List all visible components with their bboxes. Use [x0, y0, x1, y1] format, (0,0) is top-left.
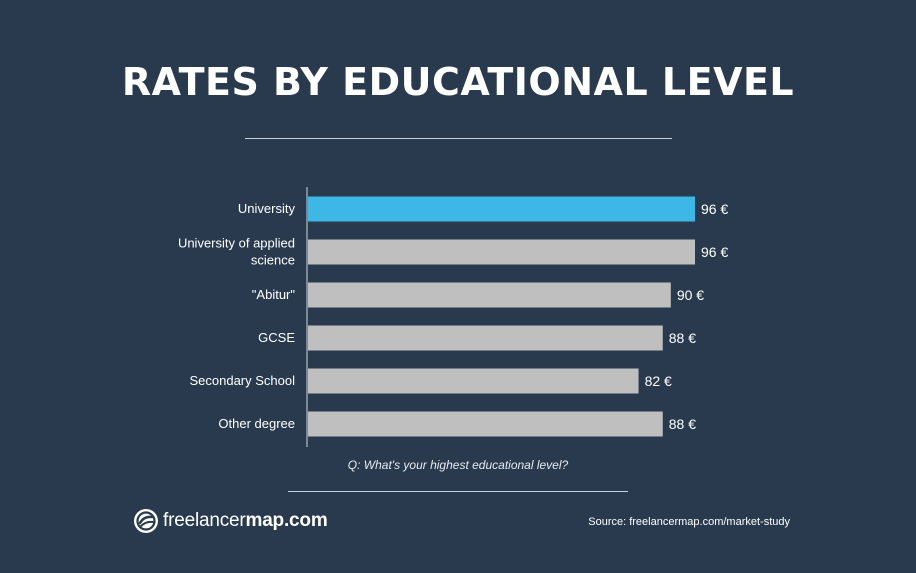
bar	[308, 196, 695, 222]
category-label: GCSE	[258, 330, 295, 345]
category-label: "Abitur"	[252, 287, 296, 302]
category-label: science	[251, 253, 295, 268]
bar-value-label: 96 €	[701, 244, 728, 260]
bar-value-label: 82 €	[645, 373, 672, 389]
source-note: Source: freelancermap.com/market-study	[588, 516, 790, 528]
bar	[308, 239, 695, 265]
bar	[308, 282, 671, 308]
chart-title: RATES BY EDUCATIONAL LEVEL	[121, 60, 795, 104]
bar	[308, 325, 663, 351]
category-label: Secondary School	[189, 373, 295, 388]
bar-value-label: 90 €	[677, 287, 704, 303]
bar-value-label: 96 €	[701, 201, 728, 217]
survey-question: Q: What's your highest educational level…	[347, 458, 569, 472]
title-divider	[245, 138, 672, 139]
category-label: University	[238, 201, 296, 216]
logo-wordmark: freelancermap.com	[163, 510, 328, 531]
bar-value-label: 88 €	[669, 416, 696, 432]
bar	[308, 411, 663, 437]
freelancermap-logo: freelancermap.com	[133, 506, 328, 536]
bar	[308, 368, 639, 394]
category-label: Other degree	[218, 416, 295, 431]
freelancermap-logo-icon	[134, 509, 158, 533]
bar-value-label: 88 €	[669, 330, 696, 346]
footer-divider	[288, 491, 628, 492]
category-label: University of applied	[178, 236, 295, 251]
